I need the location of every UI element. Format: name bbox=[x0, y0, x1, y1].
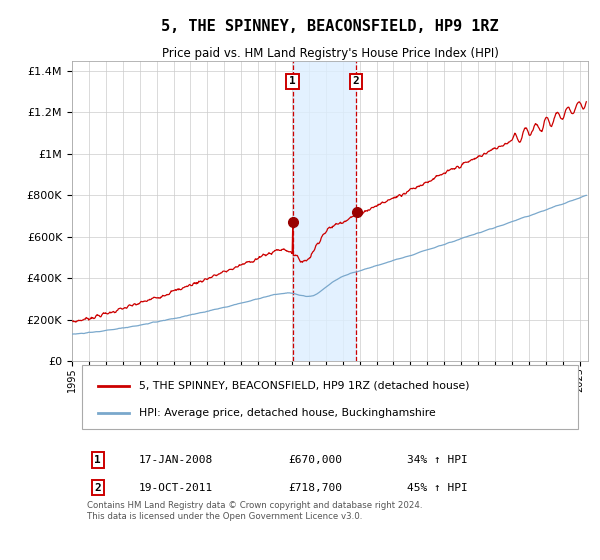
Text: 5, THE SPINNEY, BEACONSFIELD, HP9 1RZ (detached house): 5, THE SPINNEY, BEACONSFIELD, HP9 1RZ (d… bbox=[139, 381, 470, 391]
Text: £670,000: £670,000 bbox=[289, 455, 343, 465]
Text: Contains HM Land Registry data © Crown copyright and database right 2024.
This d: Contains HM Land Registry data © Crown c… bbox=[88, 501, 423, 521]
Text: 1: 1 bbox=[289, 76, 296, 86]
Text: 45% ↑ HPI: 45% ↑ HPI bbox=[407, 483, 468, 493]
Bar bbox=[293, 60, 356, 361]
Text: 5, THE SPINNEY, BEACONSFIELD, HP9 1RZ: 5, THE SPINNEY, BEACONSFIELD, HP9 1RZ bbox=[161, 19, 499, 34]
Text: 34% ↑ HPI: 34% ↑ HPI bbox=[407, 455, 468, 465]
Text: 1: 1 bbox=[94, 455, 101, 465]
Text: £718,700: £718,700 bbox=[289, 483, 343, 493]
Text: Price paid vs. HM Land Registry's House Price Index (HPI): Price paid vs. HM Land Registry's House … bbox=[161, 48, 499, 60]
FancyBboxPatch shape bbox=[82, 365, 578, 428]
Text: HPI: Average price, detached house, Buckinghamshire: HPI: Average price, detached house, Buck… bbox=[139, 408, 436, 418]
Text: 17-JAN-2008: 17-JAN-2008 bbox=[139, 455, 214, 465]
Text: 19-OCT-2011: 19-OCT-2011 bbox=[139, 483, 214, 493]
Text: 2: 2 bbox=[94, 483, 101, 493]
Text: 2: 2 bbox=[353, 76, 359, 86]
